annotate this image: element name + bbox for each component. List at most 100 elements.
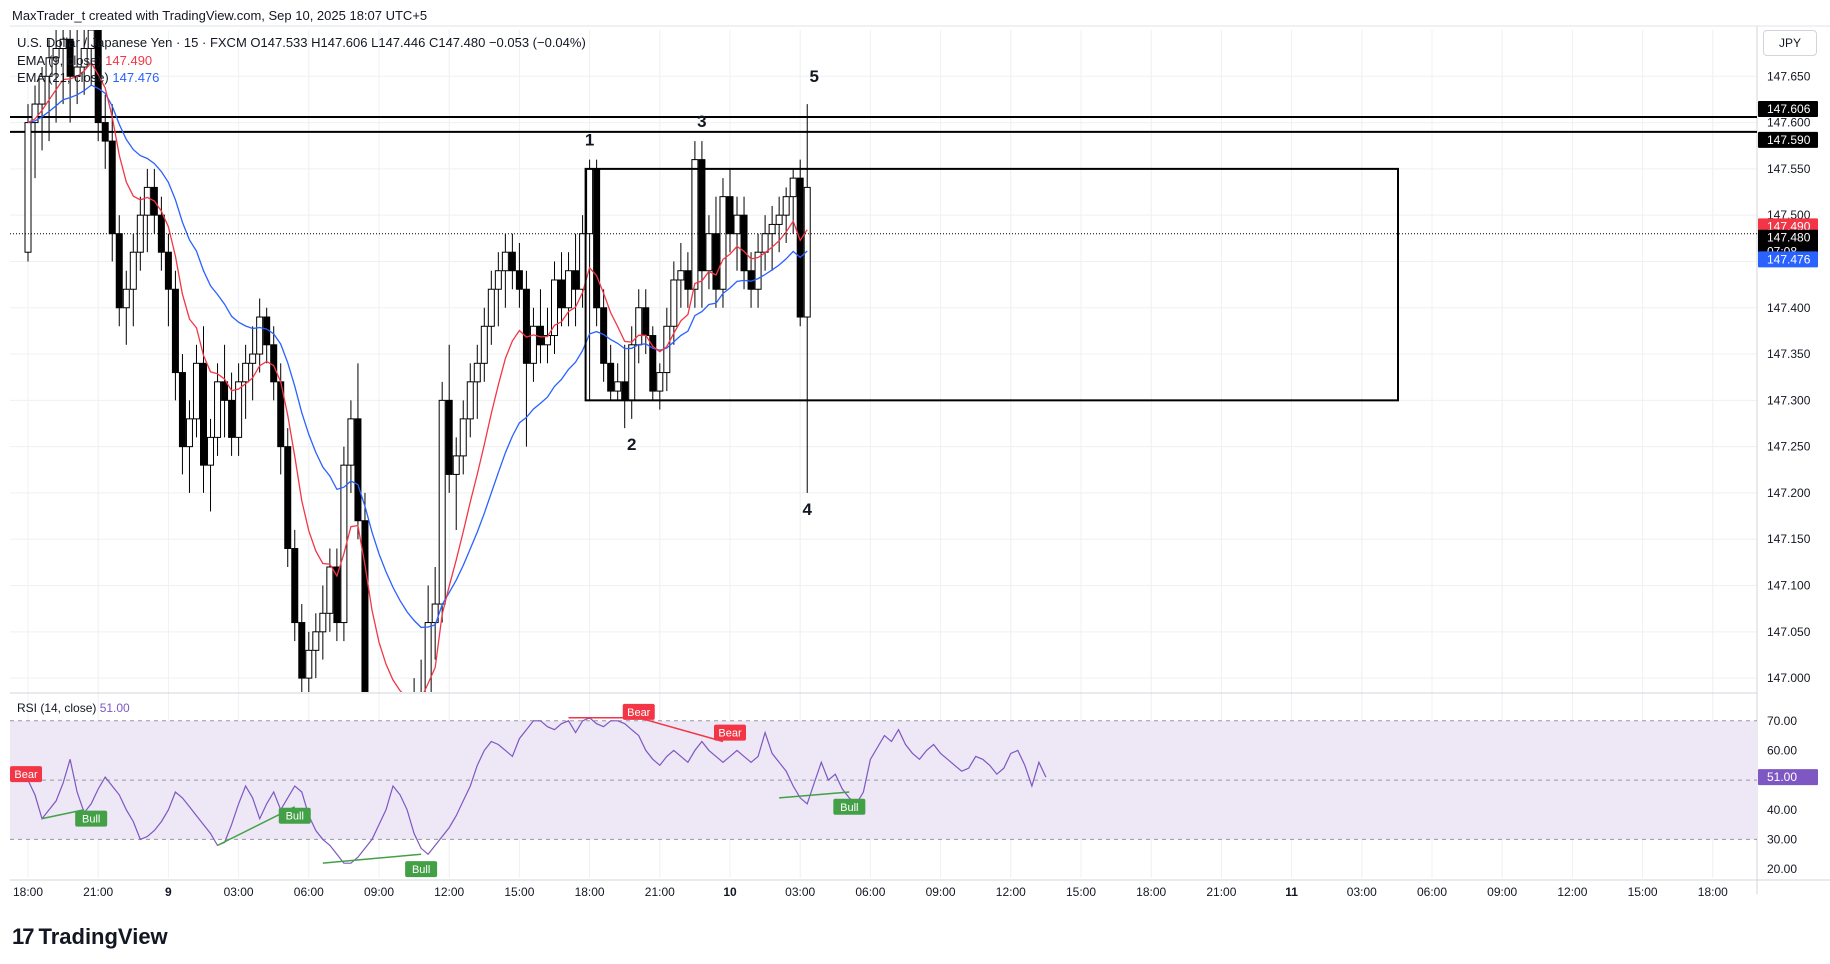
price-axis: 147.650147.600147.550147.500147.450147.4… xyxy=(1758,69,1818,685)
candle-up xyxy=(418,697,424,706)
brand-name: TradingView xyxy=(38,924,168,949)
candle-down xyxy=(164,251,172,290)
wave-label: 1 xyxy=(585,131,594,150)
time-tick-label: 21:00 xyxy=(83,885,113,899)
candle-up xyxy=(705,233,713,272)
time-tick-label: 15:00 xyxy=(1628,885,1658,899)
time-tick-label: 12:00 xyxy=(996,885,1026,899)
candle-up xyxy=(235,381,243,438)
candle-down xyxy=(298,622,306,679)
candle-down xyxy=(178,372,186,448)
divergence-label-text: Bull xyxy=(412,864,430,876)
candle-down xyxy=(522,288,530,364)
candle-up xyxy=(256,316,264,355)
divergence-label-text: Bull xyxy=(840,802,858,814)
wave-label: 5 xyxy=(810,67,819,86)
divergence-label-bg xyxy=(278,807,311,824)
candle-down xyxy=(445,399,453,475)
wave-label: 4 xyxy=(802,500,812,519)
time-tick-label: 12:00 xyxy=(434,885,464,899)
price-tick-label: 147.350 xyxy=(1767,347,1811,361)
candle-up xyxy=(319,612,327,633)
tradingview-logo-icon: 17 xyxy=(12,924,35,949)
time-tick-label: 09:00 xyxy=(1487,885,1517,899)
rsi-tick-label: 70.00 xyxy=(1767,714,1797,728)
candle-up xyxy=(52,48,60,59)
candle-up xyxy=(775,214,783,225)
candle-up xyxy=(473,362,481,383)
divergence-line xyxy=(322,853,422,864)
candle-down xyxy=(361,520,369,692)
divergence-label-text: Bear xyxy=(718,728,742,740)
divergence-label-bg xyxy=(10,766,42,783)
candle-up xyxy=(501,251,509,272)
candle-up xyxy=(803,186,811,318)
candle-up xyxy=(635,307,643,346)
time-tick-label: 09:00 xyxy=(364,885,394,899)
ema21-line xyxy=(27,84,808,629)
candle-up xyxy=(656,372,664,392)
candle-down xyxy=(726,196,734,235)
candle-down xyxy=(536,325,544,346)
candle-up xyxy=(789,177,797,198)
candle-up xyxy=(677,270,685,281)
price-tick-label: 147.400 xyxy=(1767,301,1811,315)
divergence-line xyxy=(779,791,850,799)
ema9-label: EMA (9, close) xyxy=(17,53,102,68)
divergence-label-text: Bear xyxy=(627,707,651,719)
candle-down xyxy=(649,335,657,392)
ema21-value: 147.476 xyxy=(112,70,160,85)
candle-up xyxy=(761,233,769,253)
candle-up xyxy=(586,168,594,235)
candle-up xyxy=(312,631,320,651)
currency-button[interactable]: JPY xyxy=(1763,30,1817,56)
time-tick-label: 03:00 xyxy=(224,885,254,899)
price-tick-label: 147.650 xyxy=(1767,69,1811,83)
time-tick-label: 03:00 xyxy=(785,885,815,899)
candle-up xyxy=(305,649,313,679)
range-rectangle xyxy=(584,167,1399,402)
candle-up xyxy=(122,288,130,309)
candle-down xyxy=(515,270,523,290)
candle-up xyxy=(565,270,573,309)
candle-up xyxy=(31,103,39,124)
bear-divergence-label: Bear xyxy=(10,766,42,783)
price-badge-text: 147.476 xyxy=(1767,252,1811,266)
price-badge-bg xyxy=(1758,101,1818,118)
price-badge-text: 147.590 xyxy=(1767,133,1811,147)
candle-up xyxy=(45,57,53,77)
divergence-label-bg xyxy=(714,724,746,741)
candle-down xyxy=(66,38,74,77)
rsi-badge-text: 51.00 xyxy=(1767,770,1797,784)
candle-down xyxy=(200,362,207,466)
price-tick-label: 147.600 xyxy=(1767,116,1811,130)
bull-divergence-label: Bull xyxy=(405,861,438,878)
time-tick-label: 09:00 xyxy=(926,885,956,899)
ema21-legend[interactable]: EMA (21, close) 147.476 xyxy=(17,70,159,85)
time-axis: 18:00 21:00 9 03:00 06:00 09:00 12:00 15:00 18:0… xyxy=(13,885,1728,899)
rsi-legend[interactable]: RSI (14, close) 51.00 xyxy=(17,701,130,715)
candle-down xyxy=(740,214,748,272)
price-badge-bg xyxy=(1758,251,1818,268)
time-tick-label: 10 xyxy=(723,885,737,899)
ema9-legend[interactable]: EMA (9, close) 147.490 xyxy=(17,53,152,68)
divergence-line xyxy=(638,717,724,743)
symbol-name[interactable]: U.S. Dollar / Japanese Yen · 15 · FXCM xyxy=(17,35,247,50)
price-tick-label: 147.200 xyxy=(1767,486,1811,500)
wave-label: 3 xyxy=(697,112,706,131)
price-tick-label: 147.550 xyxy=(1767,162,1811,176)
candle-down xyxy=(684,270,692,290)
rsi-label: RSI (14, close) xyxy=(17,701,97,715)
time-tick-label: 12:00 xyxy=(1557,885,1587,899)
candle-up xyxy=(59,38,67,50)
price-tick-label: 147.300 xyxy=(1767,393,1811,407)
ema21-label: EMA (21, close) xyxy=(17,70,109,85)
candle-up xyxy=(87,30,95,50)
tradingview-brand[interactable]: 17 TradingView xyxy=(12,924,168,950)
price-badge-text: 147.480 xyxy=(1767,231,1811,245)
price-tick-label: 147.150 xyxy=(1767,532,1811,546)
rsi-line xyxy=(27,717,1047,864)
candle-down xyxy=(354,418,362,522)
time-tick-label: 06:00 xyxy=(855,885,885,899)
